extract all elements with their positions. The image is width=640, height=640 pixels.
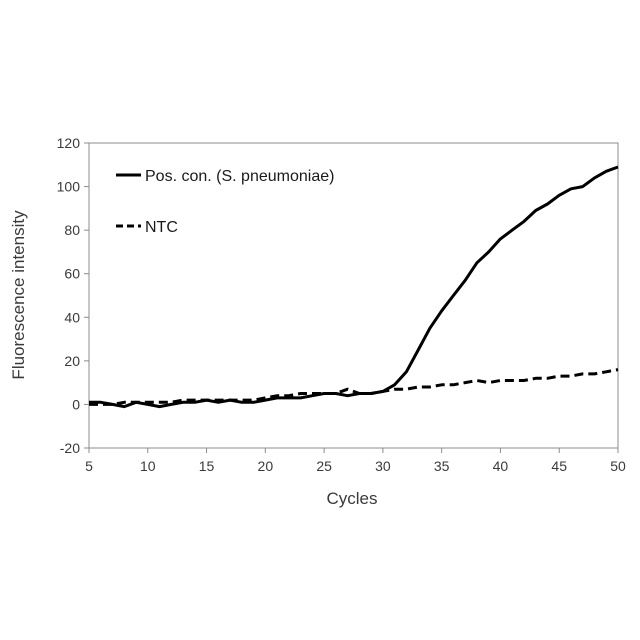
y-axis-ticks: -20 0 20 40 60 80 100 120 xyxy=(57,135,89,456)
legend: Pos. con. (S. pneumoniae) NTC xyxy=(116,168,334,236)
legend-label-ntc: NTC xyxy=(145,219,178,236)
y-tick-label: 100 xyxy=(57,179,81,195)
y-tick-label: 80 xyxy=(64,222,80,238)
x-tick-label: 45 xyxy=(551,458,567,474)
x-tick-label: 40 xyxy=(493,458,509,474)
x-tick-label: 50 xyxy=(610,458,626,474)
x-axis-ticks: 5 10 15 20 25 30 35 40 45 50 xyxy=(85,448,626,474)
x-axis-title: Cycles xyxy=(326,489,377,508)
x-tick-label: 5 xyxy=(85,458,93,474)
x-tick-label: 20 xyxy=(258,458,274,474)
y-tick-label: 40 xyxy=(64,309,80,325)
legend-label-positive-control: Pos. con. (S. pneumoniae) xyxy=(145,168,334,185)
x-tick-label: 35 xyxy=(434,458,450,474)
series-line-positive-control xyxy=(89,167,618,407)
plot-area xyxy=(89,143,618,448)
y-tick-label: -20 xyxy=(60,440,80,456)
x-tick-label: 30 xyxy=(375,458,391,474)
y-tick-label: 60 xyxy=(64,266,80,282)
x-tick-label: 25 xyxy=(316,458,332,474)
y-tick-label: 0 xyxy=(72,396,80,412)
y-tick-label: 120 xyxy=(57,135,81,151)
x-tick-label: 10 xyxy=(140,458,156,474)
y-axis-title: Fluorescence intensity xyxy=(9,210,28,380)
series-line-ntc xyxy=(89,370,618,405)
series-lines xyxy=(89,167,618,407)
x-tick-label: 15 xyxy=(199,458,215,474)
plot-border xyxy=(89,143,618,448)
y-tick-label: 20 xyxy=(64,353,80,369)
